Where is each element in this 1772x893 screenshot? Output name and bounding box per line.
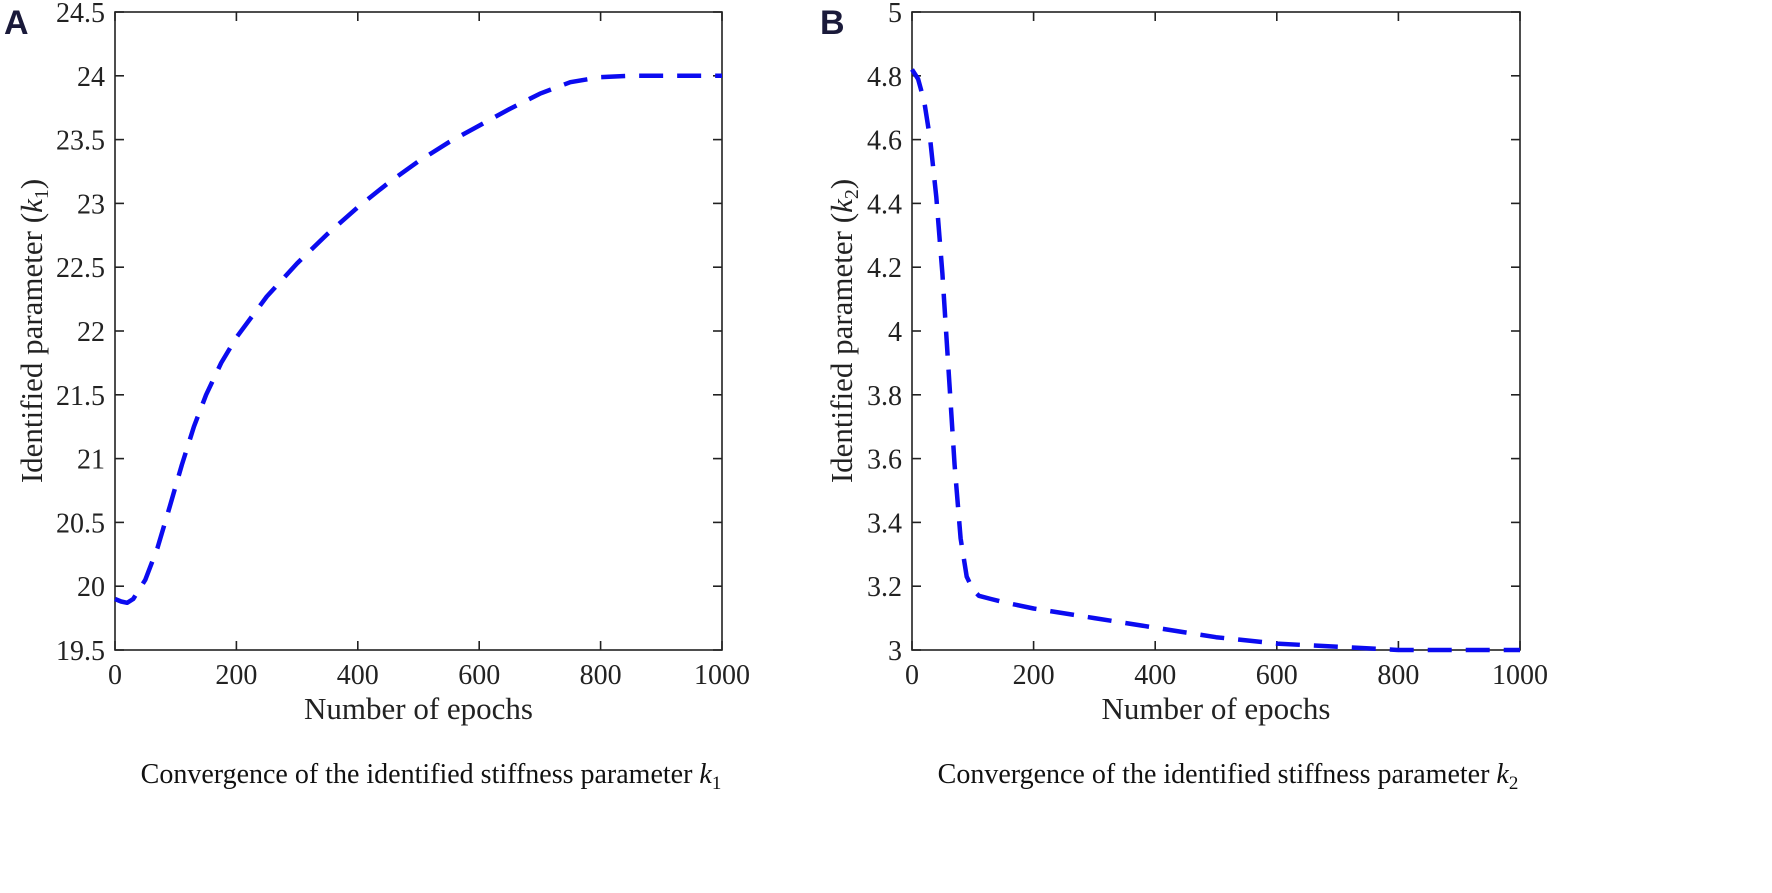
chart-panel-a: A 0 200 400 600 800 1000 19.5 20 20.5 21 21.5 22 22.… (4, 0, 750, 794)
y-tick-label-b: 4.8 (867, 62, 902, 93)
y-tick-label-a: 22.5 (56, 253, 105, 284)
y-tick-label-b: 4.4 (867, 189, 902, 220)
x-tick-label-b: 400 (1134, 660, 1176, 691)
x-axis-label-b: Number of epochs (1102, 691, 1331, 726)
x-tick-label-a: 800 (580, 660, 622, 691)
tick-marks-a (114, 11, 723, 651)
data-layer-b (910, 68, 1520, 653)
x-tick-label-b: 200 (1013, 660, 1055, 691)
caption-a: Convergence of the identified stiffness … (141, 759, 722, 794)
x-tick-label-b: 800 (1377, 660, 1419, 691)
x-tick-label-b: 600 (1256, 660, 1298, 691)
y-tick-label-a: 19.5 (56, 636, 105, 667)
x-tick-label-a: 200 (215, 660, 257, 691)
y-axis-label-a: Identified parameter (k1) (14, 179, 53, 483)
panel-letter-b: B (820, 4, 845, 42)
plot-frame-b (911, 11, 1521, 651)
y-tick-label-b: 5 (888, 0, 902, 29)
y-tick-label-b: 4.6 (867, 126, 902, 157)
series-line-b (910, 68, 1520, 653)
x-axis-label-a: Number of epochs (304, 691, 533, 726)
caption-b: Convergence of the identified stiffness … (938, 759, 1519, 794)
x-tick-label-b: 0 (905, 660, 919, 691)
y-tick-label-b: 3.4 (867, 508, 902, 539)
y-axis-label-b: Identified parameter (k2) (824, 179, 863, 483)
x-tick-label-b: 1000 (1492, 660, 1548, 691)
y-tick-label-a: 20 (77, 572, 105, 603)
x-tick-label-a: 0 (108, 660, 122, 691)
series-line-a (114, 73, 722, 606)
y-tick-label-b: 3.6 (867, 445, 902, 476)
y-tick-label-a: 24.5 (56, 0, 105, 29)
y-tick-label-a: 20.5 (56, 508, 105, 539)
y-tick-label-b: 3 (888, 636, 902, 667)
y-tick-label-b: 3.8 (867, 381, 902, 412)
y-tick-label-b: 3.2 (867, 572, 902, 603)
panel-letter-a: A (4, 4, 29, 42)
tick-marks-b (911, 11, 1521, 651)
x-tick-label-a: 400 (337, 660, 379, 691)
y-tick-label-a: 24 (77, 62, 105, 93)
y-tick-label-b: 4.2 (867, 253, 902, 284)
plot-frame-a (114, 11, 723, 651)
y-tick-label-a: 23 (77, 189, 105, 220)
y-tick-label-b: 4 (888, 317, 902, 348)
y-tick-label-a: 22 (77, 317, 105, 348)
chart-panel-b: B 0 200 400 600 800 1000 3 3.2 3.4 3.6 3.8 4 4.2 4.4 4… (820, 0, 1548, 794)
y-tick-label-a: 21.5 (56, 381, 105, 412)
tick-labels-b: 0 200 400 600 800 1000 3 3.2 3.4 3.6 3.8 4 4.2 4.4 4.6… (867, 0, 1548, 691)
data-layer-a (114, 73, 722, 606)
tick-labels-a: 0 200 400 600 800 1000 19.5 20 20.5 21 21.5 22 22.5 2… (56, 0, 750, 691)
y-tick-label-a: 21 (77, 445, 105, 476)
x-tick-label-a: 1000 (694, 660, 750, 691)
x-tick-label-a: 600 (458, 660, 500, 691)
y-tick-label-a: 23.5 (56, 126, 105, 157)
